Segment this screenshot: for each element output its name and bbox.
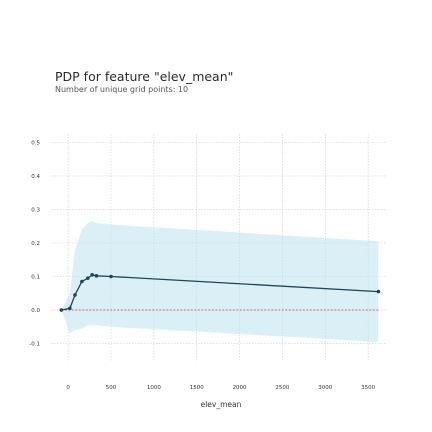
confidence-band bbox=[61, 221, 379, 342]
data-point bbox=[73, 293, 77, 297]
data-point bbox=[59, 308, 64, 312]
x-tick-label: 2000 bbox=[233, 385, 247, 391]
y-tick-label: 0.4 bbox=[31, 174, 40, 180]
confidence-band-layer bbox=[61, 221, 379, 342]
data-point bbox=[86, 276, 90, 280]
x-tick-label: 3500 bbox=[361, 385, 375, 391]
data-point bbox=[80, 279, 84, 284]
x-tick-label: 2500 bbox=[275, 385, 289, 391]
y-tick-label: 0.2 bbox=[31, 241, 40, 247]
y-tick-label: 0.5 bbox=[31, 140, 40, 146]
data-point bbox=[109, 274, 113, 279]
x-tick-label: 1000 bbox=[147, 385, 161, 391]
y-tick-label: 0.1 bbox=[31, 275, 40, 281]
x-tick-labels: 0 500 1000 1500 2000 2500 3000 3500 bbox=[66, 385, 375, 391]
x-tick-label: 3000 bbox=[318, 385, 332, 391]
x-tick-label: 0 bbox=[66, 385, 70, 391]
y-tick-labels: -0.1 0.0 0.1 0.2 0.3 0.4 0.5 bbox=[29, 140, 40, 347]
y-tick-label: -0.1 bbox=[29, 342, 40, 348]
data-point bbox=[94, 274, 99, 278]
chart-title: PDP for feature "elev_mean" bbox=[55, 69, 233, 84]
x-tick-label: 500 bbox=[106, 385, 117, 391]
y-tick-label: 0.0 bbox=[31, 308, 40, 314]
chart-subtitle: Number of unique grid points: 10 bbox=[55, 85, 188, 94]
x-axis-label: elev_mean bbox=[201, 400, 242, 409]
series-point-layer bbox=[59, 273, 381, 312]
x-tick-label: 1500 bbox=[190, 385, 204, 391]
data-point bbox=[376, 289, 381, 294]
y-tick-label: 0.3 bbox=[31, 207, 40, 213]
data-point bbox=[68, 306, 72, 311]
data-point bbox=[90, 273, 94, 277]
